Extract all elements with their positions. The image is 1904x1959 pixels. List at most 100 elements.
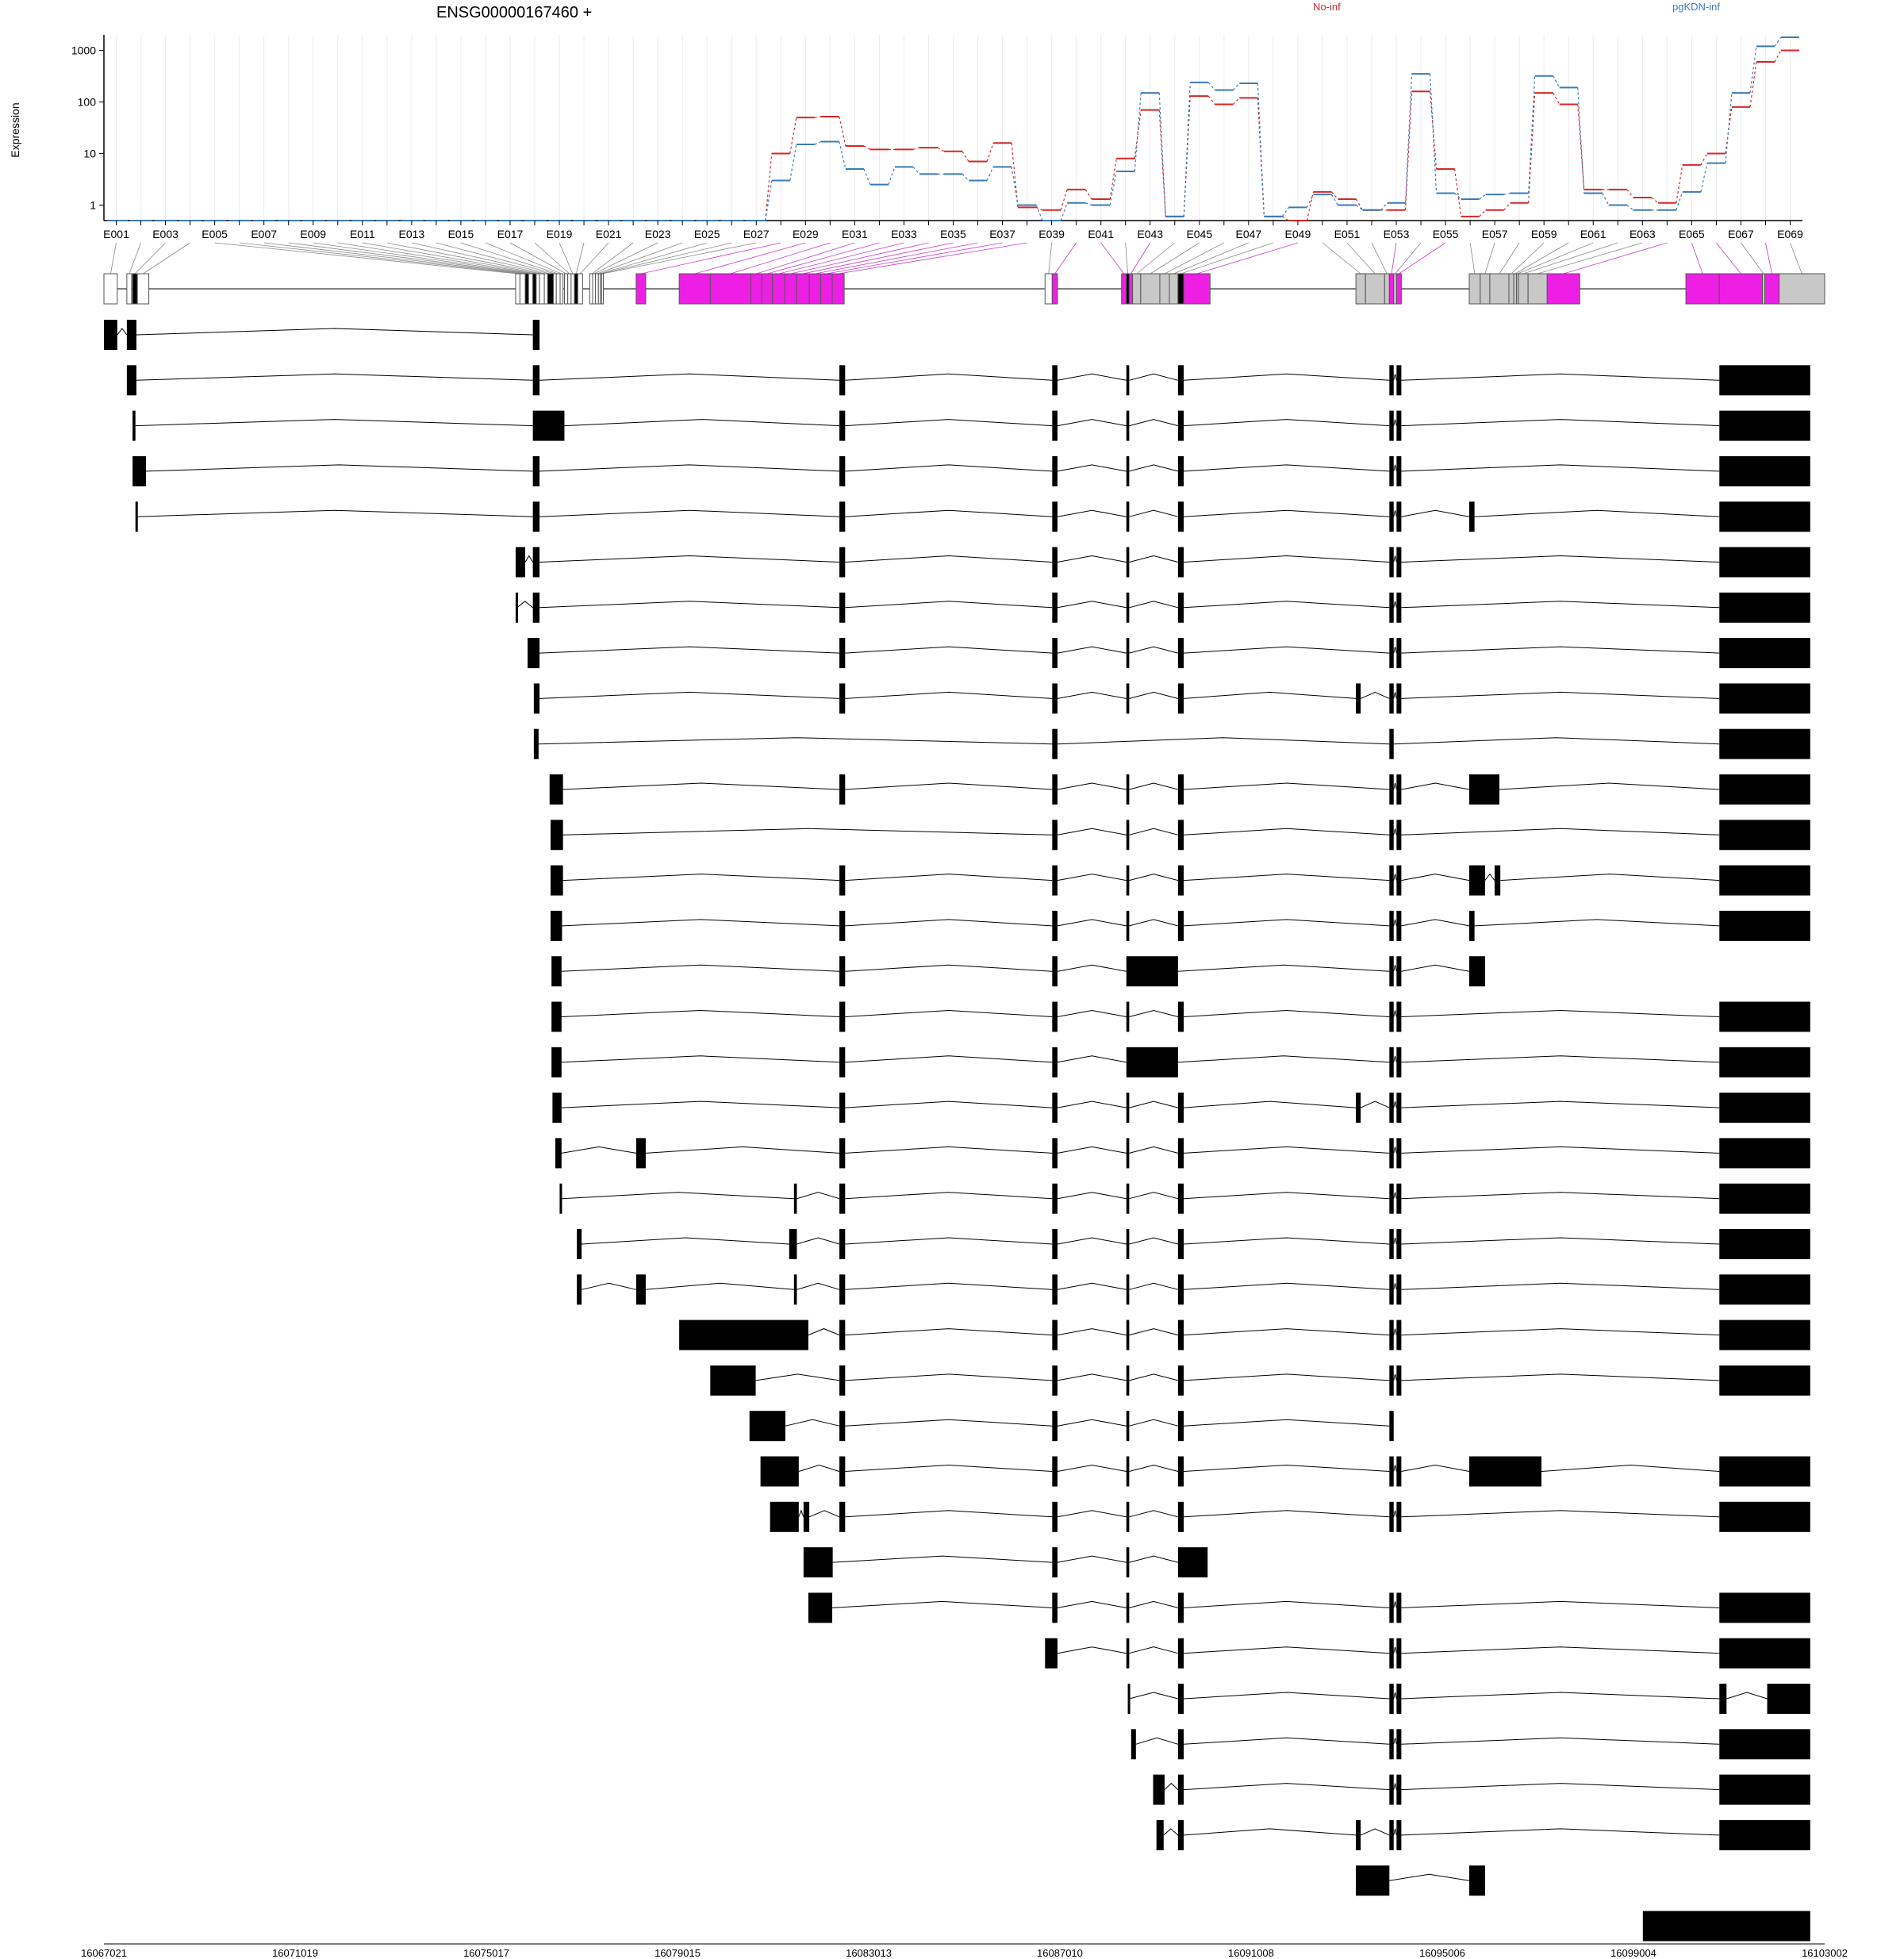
exon <box>1126 365 1130 396</box>
intron <box>1401 691 1720 699</box>
exon <box>1719 774 1810 805</box>
exon <box>1052 865 1058 896</box>
exon-bin-e005 <box>515 273 520 305</box>
intron <box>1057 1237 1127 1245</box>
exon-bin-e034 <box>784 273 797 305</box>
exon <box>803 1547 833 1578</box>
series-connector <box>1676 191 1683 210</box>
x-tick-label: E009 <box>300 228 326 240</box>
series-connector <box>1503 192 1511 195</box>
series-connector <box>1749 46 1757 94</box>
exon-bin-e038 <box>831 273 845 305</box>
exon <box>839 910 846 941</box>
exon-bin-e032 <box>761 273 774 305</box>
transcript-row <box>515 547 1810 578</box>
intron <box>1129 646 1178 654</box>
intron <box>1184 1192 1390 1200</box>
exon <box>1389 1456 1394 1487</box>
exon <box>1177 1456 1184 1487</box>
transcript-row <box>760 1456 1810 1487</box>
intron <box>1393 1465 1397 1472</box>
exon <box>1177 1774 1184 1805</box>
intron <box>1541 1464 1720 1472</box>
intron <box>1057 555 1127 563</box>
intron <box>1393 1192 1397 1199</box>
exon <box>1396 1047 1402 1077</box>
exon <box>1719 1319 1810 1350</box>
intron <box>1129 1464 1178 1472</box>
x-tick-label: E037 <box>989 228 1015 240</box>
exon <box>515 547 526 578</box>
intron <box>1184 1146 1390 1154</box>
intron <box>1057 1192 1127 1200</box>
series-connector <box>1330 191 1338 200</box>
exon <box>1468 865 1485 896</box>
exon <box>1389 1501 1394 1532</box>
intron <box>1393 1237 1397 1245</box>
intron <box>1393 919 1397 927</box>
bin-connector-e053 <box>1391 242 1397 275</box>
exon <box>1719 1819 1810 1850</box>
exon <box>1126 683 1130 714</box>
bin-connector-e062 <box>1522 242 1618 275</box>
x-tick-label: E051 <box>1334 228 1361 240</box>
exon <box>839 1047 846 1077</box>
intron <box>755 1373 840 1381</box>
exon <box>1389 910 1394 941</box>
exon <box>1389 1138 1394 1169</box>
exon <box>1389 728 1394 759</box>
intron <box>1129 1146 1178 1154</box>
bin-connector-e055 <box>1399 242 1446 275</box>
series-connector <box>912 147 920 150</box>
exon-bin-e046 <box>1159 273 1170 305</box>
exon <box>1396 1456 1402 1487</box>
exon <box>528 638 540 669</box>
intron <box>797 1237 840 1245</box>
bin-connector-e034 <box>790 242 929 275</box>
intron <box>1401 1600 1720 1608</box>
intron <box>845 1282 1053 1290</box>
intron <box>1401 509 1470 517</box>
exon <box>1127 1684 1130 1714</box>
x-tick-label: E061 <box>1580 228 1606 240</box>
exon-bin-e027 <box>601 273 604 305</box>
transcript-row <box>550 865 1810 896</box>
exon-bin-e029 <box>678 273 711 305</box>
bin-connector-e049 <box>1196 242 1299 275</box>
exon <box>839 1365 846 1396</box>
bin-connector-e022 <box>592 242 634 275</box>
intron <box>1401 828 1720 835</box>
exon <box>1396 1183 1402 1214</box>
series-connector <box>1158 93 1166 217</box>
intron <box>1057 1510 1127 1518</box>
series-connector <box>1429 74 1438 194</box>
exon <box>1389 365 1394 396</box>
bin-connector-e064 <box>1563 242 1668 275</box>
exon <box>1052 1047 1058 1077</box>
exon <box>1052 1592 1058 1623</box>
series-connector <box>1355 198 1363 211</box>
exon-bin-e053 <box>1388 273 1395 305</box>
series-connector <box>1084 189 1092 200</box>
intron <box>845 1009 1053 1017</box>
intron <box>1393 374 1397 381</box>
transcript-row <box>104 320 540 350</box>
intron <box>845 964 1053 972</box>
exon <box>1052 1319 1058 1350</box>
exon <box>1177 910 1184 941</box>
exon <box>1719 1093 1810 1124</box>
exon <box>760 1456 799 1487</box>
bin-connector-e042 <box>1125 242 1128 275</box>
exon <box>749 1411 785 1442</box>
intron <box>1057 874 1127 882</box>
exon-bin-e020 <box>574 273 578 305</box>
transcript-row <box>1356 1865 1485 1896</box>
exon-bin-e049 <box>1183 273 1211 305</box>
exon-bin-e024 <box>595 273 599 305</box>
exon <box>1052 820 1058 851</box>
intron <box>1393 1100 1397 1108</box>
intron <box>582 1282 636 1290</box>
transcript-row <box>550 910 1810 941</box>
exon <box>515 592 518 623</box>
exon-bin-e069 <box>1779 273 1825 305</box>
